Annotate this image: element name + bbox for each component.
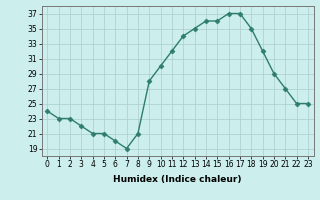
X-axis label: Humidex (Indice chaleur): Humidex (Indice chaleur): [113, 175, 242, 184]
